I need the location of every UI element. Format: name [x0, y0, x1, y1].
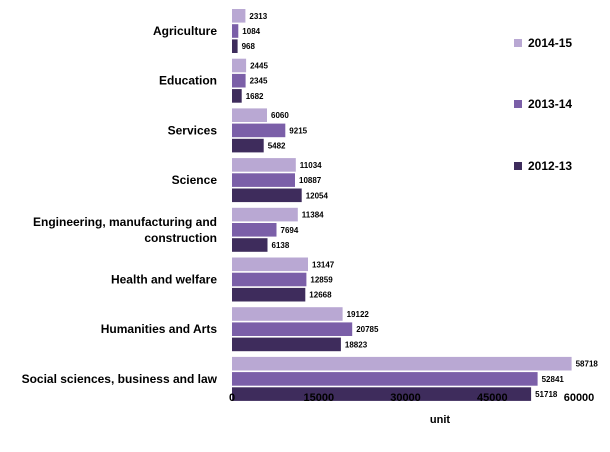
category-label: Health and welfare: [111, 273, 217, 287]
data-label: 52841: [542, 375, 565, 384]
bar: [232, 207, 298, 222]
category-labels-layer: Agriculture Education Services Science Engin…: [22, 24, 218, 386]
category-label: Science: [172, 173, 218, 187]
data-label: 12859: [310, 276, 333, 285]
bar: [232, 58, 247, 73]
x-tick-label: 60000: [564, 392, 595, 404]
bar: [232, 24, 239, 38]
x-tick-label: 30000: [390, 392, 421, 404]
data-label: 51718: [535, 390, 558, 399]
data-label: 6138: [272, 241, 290, 250]
data-label: 2313: [249, 12, 267, 21]
data-label: 10887: [299, 176, 322, 185]
bar: [232, 108, 267, 122]
data-label: 58718: [576, 360, 599, 369]
category-label: Services: [168, 123, 218, 137]
bar: [232, 337, 341, 352]
data-label: 11034: [300, 161, 322, 170]
data-label: 13147: [312, 260, 335, 269]
data-label: 18823: [345, 340, 368, 349]
x-axis-title: unit: [430, 414, 450, 426]
bars-layer: [232, 9, 572, 401]
bar: [232, 188, 302, 203]
data-label: 6060: [271, 111, 289, 120]
bar: [232, 39, 238, 53]
category-label: Agriculture: [153, 24, 217, 38]
bar: [232, 9, 246, 23]
legend-swatch: [514, 39, 522, 47]
data-label: 11384: [302, 211, 324, 220]
bar: [232, 73, 246, 88]
bar: [232, 387, 532, 401]
legend-swatch: [514, 100, 522, 108]
data-label: 968: [242, 42, 256, 51]
data-label: 5482: [268, 142, 286, 151]
bar: [232, 89, 242, 103]
data-label: 1682: [246, 92, 264, 101]
data-label: 2345: [250, 77, 268, 86]
bar: [232, 372, 538, 386]
data-label: 7694: [281, 226, 299, 235]
x-tick-label: 45000: [477, 392, 508, 404]
legend: 2014-15 2013-14 2012-13: [514, 36, 572, 173]
bar: [232, 173, 295, 187]
bar: [232, 238, 268, 252]
data-label: 19122: [347, 310, 370, 319]
legend-label: 2014-15: [528, 36, 572, 50]
bar: [232, 223, 277, 237]
bar: [232, 158, 296, 172]
data-label: 9215: [289, 126, 307, 135]
legend-label: 2013-14: [528, 97, 572, 111]
data-label: 20785: [356, 325, 379, 334]
bar: [232, 138, 264, 153]
data-label: 2445: [250, 62, 268, 71]
bar: [232, 356, 572, 371]
category-label: Humanities and Arts: [101, 322, 218, 336]
bar: [232, 123, 286, 138]
data-label: 1084: [242, 27, 260, 36]
bar: [232, 272, 307, 287]
legend-label: 2012-13: [528, 159, 572, 173]
x-tick-label: 0: [229, 392, 235, 404]
data-label: 12054: [306, 191, 329, 200]
bar: [232, 257, 308, 272]
legend-swatch: [514, 162, 522, 170]
bar: [232, 307, 343, 321]
x-axis-ticks: 0 15000 30000 45000 60000: [229, 392, 594, 404]
x-tick-label: 15000: [304, 392, 335, 404]
bar: [232, 322, 353, 336]
data-label: 12668: [309, 291, 332, 300]
bar: [232, 287, 306, 302]
category-label: Engineering, manufacturing and constructi…: [33, 215, 217, 245]
category-label: Social sciences, business and law: [22, 372, 218, 386]
category-label: Education: [159, 74, 217, 88]
